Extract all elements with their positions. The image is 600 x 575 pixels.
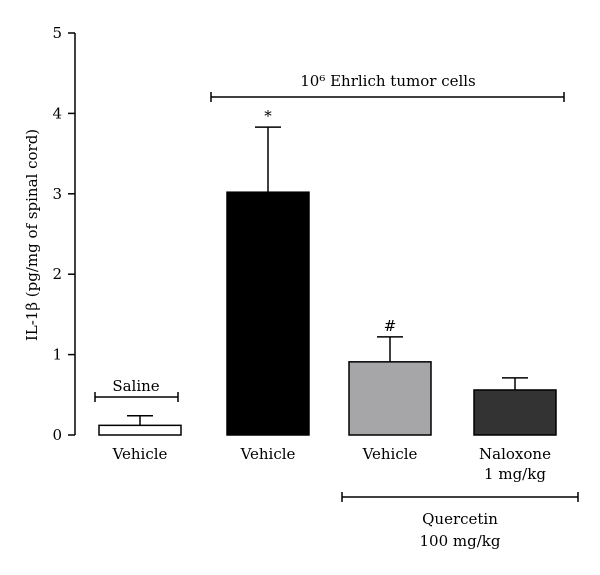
bar: [473, 389, 557, 436]
y-tick-label: 1: [52, 346, 62, 364]
y-tick-label: 5: [52, 24, 62, 42]
tumor-label: 10⁶ Ehrlich tumor cells: [300, 72, 476, 90]
error-bars-group: *#: [127, 107, 528, 426]
x-tick-label: Vehicle: [112, 445, 168, 463]
y-tick-label: 3: [52, 185, 62, 203]
bar: [98, 424, 182, 436]
x-tick-labels: Vehicle Vehicle Vehicle Naloxone 1 mg/kg: [112, 445, 552, 483]
x-tick-label: Vehicle: [240, 445, 296, 463]
bar: [348, 361, 432, 436]
y-tick-label: 2: [52, 265, 62, 283]
quercetin-dose-label: 100 mg/kg: [420, 532, 501, 550]
bars-group: [98, 191, 557, 436]
significance-mark: *: [264, 107, 272, 125]
x-tick-label: Vehicle: [362, 445, 418, 463]
saline-label: Saline: [112, 377, 159, 395]
y-tick-label: 0: [52, 426, 62, 444]
y-axis: 0 1 2 3 4 5: [52, 24, 76, 444]
x-tick-label: 1 mg/kg: [484, 465, 546, 483]
y-tick-label: 4: [52, 104, 62, 122]
significance-mark: #: [384, 317, 397, 335]
y-axis-label: IL-1β (pg/mg of spinal cord): [23, 129, 41, 341]
x-tick-label: Naloxone: [479, 445, 551, 463]
quercetin-label: Quercetin: [422, 510, 498, 528]
bar: [226, 191, 310, 436]
